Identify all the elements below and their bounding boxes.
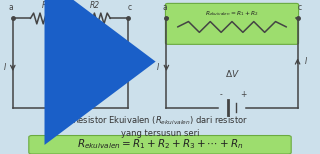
Text: R2: R2	[89, 1, 100, 10]
Text: $R_{ekuivalen} = R_1 + R_2$: $R_{ekuivalen} = R_1 + R_2$	[205, 9, 259, 18]
Text: -: -	[220, 90, 222, 99]
Text: I: I	[304, 57, 307, 66]
Text: +: +	[78, 90, 85, 99]
Text: c: c	[297, 3, 301, 12]
Text: a: a	[163, 3, 167, 12]
Text: +: +	[240, 90, 246, 99]
Text: R1: R1	[41, 1, 52, 10]
Text: b: b	[68, 3, 73, 12]
Text: yang tersusun seri: yang tersusun seri	[121, 129, 199, 138]
Text: I: I	[4, 63, 6, 72]
Text: Resistor Ekuivalen ($R_{ekuivalen}$) dari resistor: Resistor Ekuivalen ($R_{ekuivalen}$) dar…	[72, 115, 248, 127]
Text: c: c	[128, 3, 132, 12]
FancyBboxPatch shape	[29, 136, 291, 154]
Text: a: a	[9, 3, 13, 12]
Text: $R_{ekuivalen} = R_1 + R_2 + R_3 + \cdots + R_n$: $R_{ekuivalen} = R_1 + R_2 + R_3 + \cdot…	[77, 137, 243, 151]
FancyBboxPatch shape	[165, 3, 299, 44]
Text: -: -	[58, 90, 60, 99]
Text: $\Delta V$: $\Delta V$	[63, 68, 78, 79]
Text: $\Delta V$: $\Delta V$	[225, 68, 239, 79]
Text: I: I	[135, 57, 137, 66]
Text: I: I	[157, 63, 160, 72]
